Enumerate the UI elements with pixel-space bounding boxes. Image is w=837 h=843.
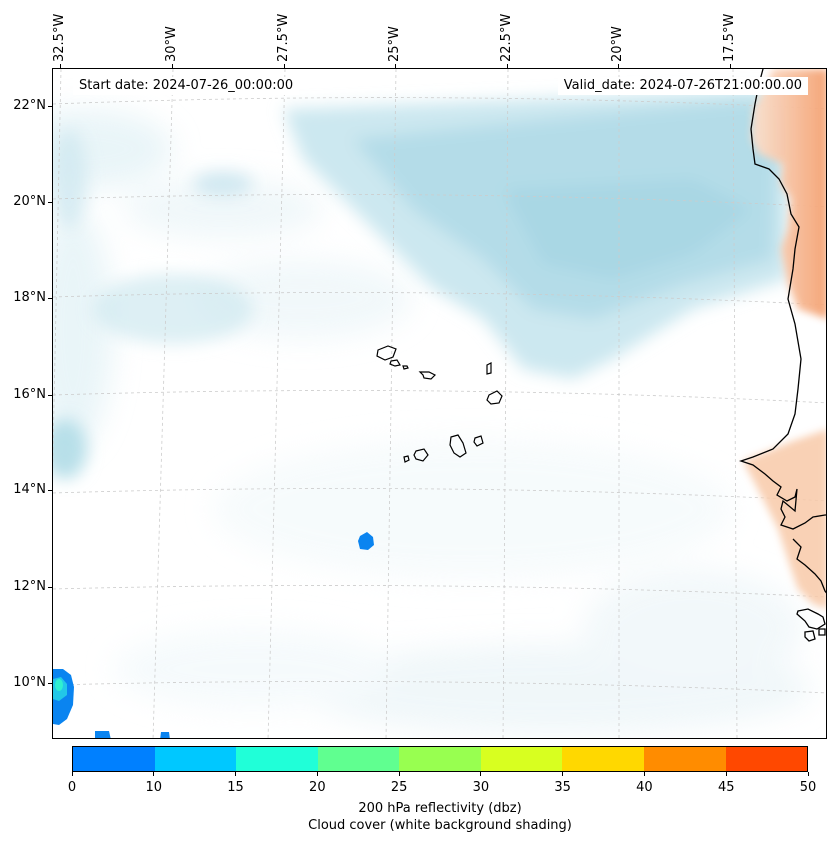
latitude-tick [48, 683, 52, 684]
map-panel: Start date: 2024-07-26_00:00:00 Valid_da… [52, 68, 827, 739]
colorbar-tick [153, 772, 155, 776]
colorbar-tick-label: 10 [145, 780, 163, 795]
latitude-label: 18°N [13, 290, 46, 305]
longitude-label: 25°W [387, 26, 402, 62]
island-santo-antao [376, 345, 397, 361]
reflectivity-cells [53, 532, 374, 738]
colorbar-tick-label: 40 [636, 780, 653, 795]
latitude-label: 20°N [13, 194, 46, 209]
colorbar-segment [562, 747, 644, 771]
start-date-label: Start date: 2024-07-26_00:00:00 [73, 77, 300, 95]
latitude-label: 16°N [13, 387, 46, 402]
valid-date-label: Valid_date: 2024-07-26T21:00:00.00 [557, 77, 808, 95]
colorbar-tick-label: 30 [472, 780, 490, 795]
colorbar-tick [725, 772, 727, 776]
colorbar-tick-label: 15 [227, 780, 244, 795]
latitude-tick [48, 202, 52, 203]
latitude-label: 10°N [13, 675, 46, 690]
colorbar-segment [480, 747, 563, 771]
map-canvas [53, 69, 826, 738]
latitude-tick [48, 490, 52, 491]
island-maio [473, 435, 484, 447]
colorbar-segment [154, 747, 237, 771]
latitude-tick [48, 587, 52, 588]
colorbar-tick [235, 772, 237, 776]
longitude-tick [507, 64, 508, 68]
graticule [53, 69, 826, 738]
latitude-label: 12°N [13, 579, 46, 594]
island-santa-luzia [402, 365, 409, 370]
colorbar-segment [317, 747, 400, 771]
latitude-tick [48, 106, 52, 107]
island-brava [403, 455, 410, 463]
longitude-label: 30°W [164, 26, 179, 62]
cloud-band-layer [53, 89, 788, 479]
island-santiago [449, 434, 467, 458]
island-boa-vista [486, 390, 503, 405]
latitude-label: 22°N [13, 98, 46, 113]
longitude-tick [395, 64, 396, 68]
latitude-tick [48, 395, 52, 396]
colorbar-tick-label: 0 [67, 780, 77, 795]
island-fogo [413, 448, 429, 462]
colorbar-tick [480, 772, 482, 776]
longitude-tick [284, 64, 285, 68]
longitude-label: 17.5°W [722, 13, 737, 62]
latitude-tick [48, 298, 52, 299]
longitude-tick [172, 64, 173, 68]
colorbar-segment [643, 747, 726, 771]
colorbar [72, 746, 808, 772]
longitude-label: 20°W [610, 26, 625, 62]
colorbar-tick-label: 35 [554, 780, 571, 795]
cape-verde-islands [376, 345, 503, 463]
island-sal [486, 362, 492, 375]
colorbar-tick [316, 772, 318, 776]
longitude-tick [730, 64, 731, 68]
colorbar-tick [562, 772, 564, 776]
colorbar-tick [807, 772, 809, 776]
longitude-tick [618, 64, 619, 68]
latitude-label: 14°N [13, 482, 46, 497]
coastline [738, 69, 826, 642]
longitude-label: 27.5°W [276, 13, 291, 62]
colorbar-segment [73, 747, 155, 771]
colorbar-subtitle: Cloud cover (white background shading) [308, 818, 572, 833]
colorbar-tick [71, 772, 73, 776]
colorbar-tick-label: 45 [717, 780, 735, 795]
colorbar-tick-label: 20 [309, 780, 326, 795]
colorbar-segment [399, 747, 481, 771]
colorbar-segment [725, 747, 808, 771]
longitude-label: 32.5°W [52, 13, 67, 62]
island-sao-nicolau [418, 371, 437, 380]
colorbar-title: 200 hPa reflectivity (dbz) [358, 801, 522, 816]
colorbar-tick [643, 772, 645, 776]
colorbar-segment [236, 747, 318, 771]
island-sao-vicente [389, 359, 401, 367]
longitude-label: 22.5°W [499, 13, 514, 62]
colorbar-tick [398, 772, 400, 776]
longitude-tick [60, 64, 61, 68]
colorbar-tick-label: 50 [799, 780, 817, 795]
colorbar-tick-label: 25 [390, 780, 408, 795]
